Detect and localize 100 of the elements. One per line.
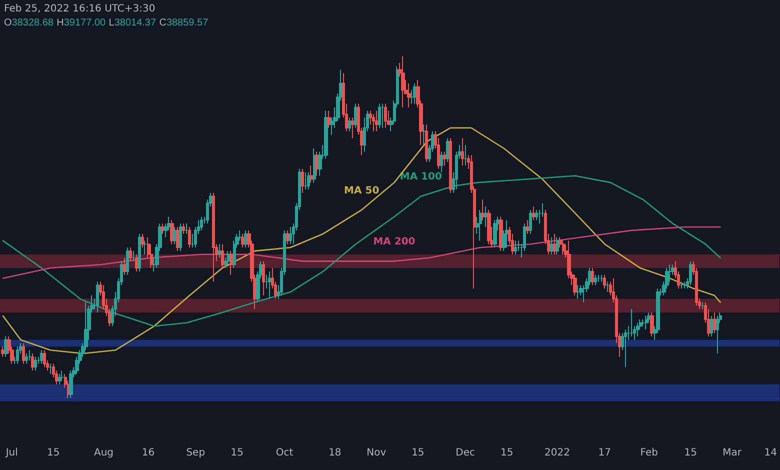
candlestick [484,206,488,228]
x-tick-label: Feb [640,448,658,458]
candlestick [636,322,639,337]
candlestick [170,220,174,245]
candlestick [123,257,126,276]
candlestick [301,168,304,194]
candlestick [304,172,307,190]
candlestick [262,260,265,296]
candlestick [372,114,375,132]
candlestick [576,284,580,300]
candlestick [176,226,179,252]
candlestick [348,117,351,132]
candlestick [680,281,683,290]
candlestick [464,144,467,166]
candlestick [286,230,289,245]
annotation: MA 100 [400,172,442,183]
candlestick [34,356,37,372]
candlestick [310,164,313,184]
candlestick [505,220,508,248]
candlestick [532,206,535,221]
candlestick [132,250,135,262]
candlestick [384,103,387,128]
candlestick [553,233,556,255]
candlestick [701,302,704,310]
x-tick-label: 15 [412,448,424,458]
candlestick [401,56,405,108]
candlestick [61,370,64,382]
candlestick [487,209,491,245]
candlestick [16,346,19,364]
candlestick [710,315,713,337]
candlestick [446,138,449,163]
candlestick [307,172,310,190]
candlestick [594,274,597,286]
candlestick [407,82,411,108]
candlestick [683,281,686,290]
candlestick [230,250,233,276]
candlestick [573,274,577,296]
candlestick [351,117,354,139]
text: Feb 25, 2022 16:16 UTC+3:30 [4,4,156,14]
candlestick [141,233,144,248]
candlestick [135,254,138,272]
x-tick-label: 14 [764,448,778,458]
candlestick [221,244,224,269]
x-tick-label: 15 [46,448,60,458]
candlestick [144,240,147,255]
x-tick-label: 15 [684,448,697,458]
candlestick [556,236,559,255]
text: O38328.68 H39177.00 L38014.37 C38859.57 [4,18,209,28]
candlestick [642,318,645,327]
x-tick-label: 16 [142,448,155,458]
candlestick [327,110,331,128]
candlestick [126,247,129,276]
candlestick [461,138,464,166]
candlestick [493,220,497,248]
candlestick [227,250,230,266]
candlestick [600,274,603,282]
candlestick [425,124,428,163]
candlestick [526,220,529,234]
candlestick [603,274,606,290]
candlestick [499,216,503,252]
x-tick-label: Sep [186,448,206,458]
candlestick [182,223,185,234]
candlestick [630,308,633,337]
candlestick [138,233,141,272]
candlestick [443,151,446,166]
candlestick [422,124,426,146]
x-tick-label: Mar [722,448,742,458]
candlestick [49,363,52,375]
candlestick [606,281,609,292]
candlestick [25,353,28,364]
x-tick-label: 18 [328,448,342,458]
x-tick-label: 15 [230,448,244,458]
candlestick [188,226,191,248]
candlestick [1,346,5,358]
candlestick [591,268,594,286]
candlestick [689,260,692,286]
candlestick [96,281,99,313]
candlestick [69,370,73,398]
candlestick [378,103,381,128]
candlestick [200,216,203,231]
candlestick [179,223,182,252]
x-tick-label: Oct [276,448,294,458]
x-tick-label: 2022 [544,448,570,458]
candlestick [650,312,654,337]
candlestick [40,350,43,364]
candlestick [440,151,443,173]
candlestick [514,240,517,255]
candlestick [185,223,188,234]
candlestick [324,110,328,160]
candlestick [479,209,482,242]
candlestick [289,226,292,245]
x-tick-label: Aug [94,448,114,458]
candlestick [22,342,25,364]
candlestick [481,199,485,221]
x-tick-label: 17 [598,448,612,458]
candlestick [58,374,61,385]
candlestick [218,244,221,258]
candlestick [713,312,716,334]
candlestick [529,209,532,234]
candlestick [449,138,452,194]
